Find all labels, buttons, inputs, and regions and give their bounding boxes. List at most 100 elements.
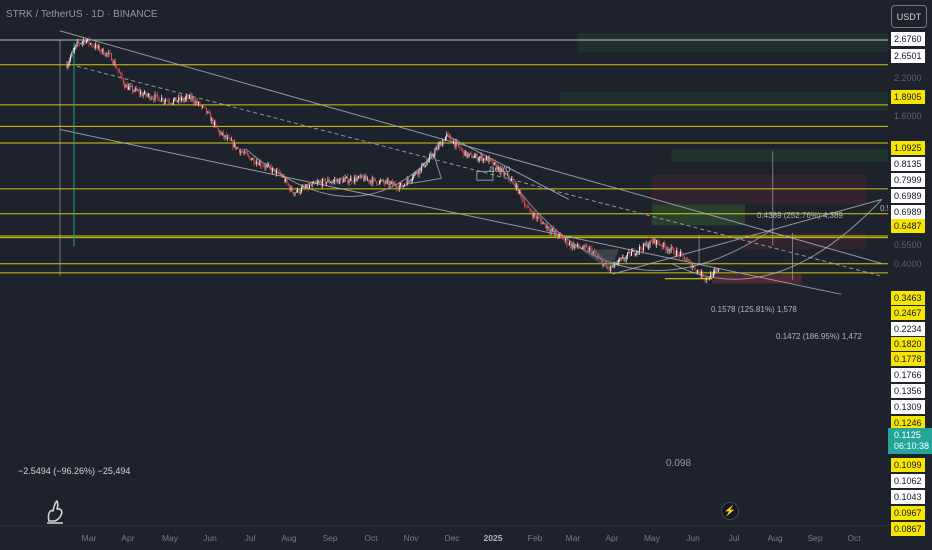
- candle-body: [499, 167, 500, 173]
- candle-body: [488, 157, 490, 162]
- candle-body: [352, 181, 354, 183]
- candle-body: [664, 242, 665, 247]
- candle-body: [332, 180, 334, 182]
- candle-body: [479, 157, 481, 160]
- price-label: 1.6000: [894, 111, 922, 121]
- candle-body: [375, 178, 376, 182]
- candle-body: [105, 52, 107, 56]
- candle-body: [277, 170, 279, 171]
- candle-body: [283, 176, 285, 182]
- bolt-icon[interactable]: ⚡: [721, 502, 739, 520]
- candle-body: [220, 133, 222, 135]
- candle-body: [144, 91, 145, 95]
- candle-body: [175, 97, 177, 102]
- trendline-1: [59, 128, 842, 295]
- candle-body: [501, 168, 503, 170]
- candle-body: [444, 136, 446, 142]
- tradingview-logo-icon[interactable]: [42, 497, 68, 525]
- candle-body: [447, 133, 449, 135]
- candle-body: [454, 141, 456, 147]
- candle-body: [68, 60, 70, 64]
- candle-body: [67, 63, 69, 68]
- candle-body: [541, 220, 543, 225]
- candle-body: [640, 246, 642, 249]
- candle-body: [367, 179, 368, 180]
- time-label: Apr: [121, 533, 135, 543]
- candle-body: [463, 149, 465, 156]
- candle-body: [698, 270, 700, 273]
- candle-body: [458, 143, 460, 147]
- candle-body: [602, 260, 603, 267]
- price-label: 0.1099: [891, 458, 925, 472]
- candle-body: [456, 141, 458, 144]
- candle-body: [546, 225, 548, 228]
- candle-body: [199, 102, 201, 107]
- candle-body: [621, 257, 623, 259]
- candle-body: [701, 271, 702, 276]
- candle-body: [491, 159, 493, 161]
- candle-body: [369, 180, 371, 182]
- candle-body: [699, 272, 701, 276]
- candle-body: [293, 192, 295, 195]
- candle-body: [126, 85, 128, 90]
- time-label: Aug: [767, 533, 783, 543]
- candle-body: [291, 187, 293, 193]
- triangle-pattern: [405, 152, 443, 185]
- candle-body: [136, 88, 137, 91]
- candle-body: [438, 144, 440, 149]
- candle-body: [687, 259, 689, 261]
- candle-body: [147, 93, 149, 96]
- candle-body: [666, 249, 668, 250]
- candle-body: [441, 142, 442, 146]
- candle-body: [361, 175, 363, 178]
- time-label: Mar: [81, 533, 97, 543]
- candle-body: [627, 252, 629, 257]
- candle-body: [221, 132, 223, 134]
- zone-4: [651, 204, 746, 226]
- candle-body: [402, 185, 404, 187]
- candle-body: [246, 153, 248, 155]
- candle-body: [604, 263, 606, 265]
- candle-body: [512, 178, 514, 181]
- candle-body: [319, 181, 321, 183]
- candle-body: [270, 167, 272, 172]
- candle-body: [661, 245, 663, 248]
- candle-body: [315, 182, 317, 184]
- price-label: 1.0925: [891, 141, 925, 155]
- candle-body: [534, 213, 536, 216]
- candle-body: [92, 45, 94, 47]
- candle-body: [170, 102, 172, 104]
- highlight-zones: [559, 33, 888, 284]
- candle-body: [492, 160, 494, 165]
- candle-body: [311, 183, 313, 186]
- price-label: 0.6487: [891, 219, 925, 233]
- candle-body: [562, 237, 564, 241]
- candle-body: [451, 140, 453, 144]
- candle-body: [88, 39, 90, 44]
- candle-body: [389, 182, 391, 186]
- currency-button[interactable]: USDT: [891, 5, 927, 28]
- drawdown-annotation: −2.5494 (−96.26%) −25,494: [18, 466, 131, 476]
- candle-body: [496, 163, 498, 171]
- candle-body: [384, 182, 386, 184]
- candle-body: [373, 178, 375, 179]
- candle-body: [551, 228, 553, 230]
- price-label: 0.6989: [891, 205, 925, 219]
- cut-annotation: 0.5: [880, 204, 892, 213]
- price-label: 2.6501: [891, 49, 925, 63]
- price-label: 0.1766: [891, 368, 925, 382]
- candle-body: [426, 161, 428, 166]
- candle-body: [422, 162, 424, 166]
- candle-body: [382, 179, 384, 183]
- cup-arc-1: [245, 148, 434, 197]
- time-label: Sep: [322, 533, 338, 543]
- candle-body: [330, 182, 332, 184]
- candle-body: [607, 266, 609, 269]
- candle-body: [685, 260, 687, 262]
- candle-body: [510, 178, 512, 181]
- candle-body: [468, 153, 470, 155]
- candle-body: [192, 96, 194, 102]
- cup-arc-2: [506, 174, 774, 271]
- candle-body: [385, 180, 387, 184]
